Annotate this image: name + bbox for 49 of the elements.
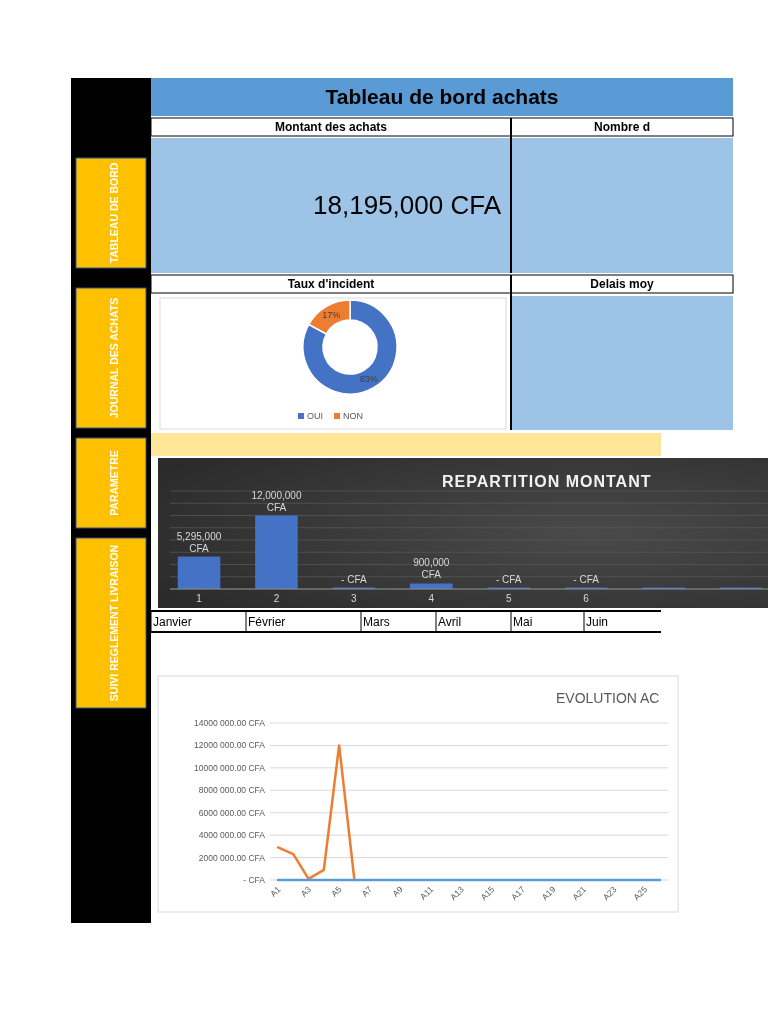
text: JOURNAL DES ACHATS [107,297,120,419]
text: Delais moy [590,277,654,291]
text: Nombre d [593,120,651,134]
y-tick-label: 12000 000.00 CFA [194,740,266,751]
data-label: - CFA [495,573,522,585]
legend-label: NON [343,411,363,421]
x-tick-label: 6 [583,593,590,604]
y-tick-label: 8000 000.00 CFA [198,785,266,796]
data-label: 83% [359,373,378,384]
x-tick-label: A3 [298,884,314,899]
x-tick-label: A1 [267,884,283,899]
text: Avril [438,615,462,629]
x-tick-label: 3 [351,593,358,604]
y-tick-label: 10000 000.00 CFA [194,762,266,773]
y-tick-label: - CFA [243,875,266,885]
x-tick-label: 5 [505,593,512,604]
text: Mai [513,615,533,629]
data-label: - CFA [341,573,367,585]
legend-label: OUI [307,411,324,421]
text: Janvier [153,615,192,629]
text: Juin [586,615,609,629]
data-label: 5,295,000 CFA [176,530,222,554]
text: Tableau de bord achats [325,85,559,108]
text: 18,195,000 CFA [313,190,502,220]
x-tick-label: A7 [359,884,375,899]
text: Mars [363,615,390,629]
chart-title: REPARTITION MONTANT [442,473,652,490]
x-tick-label: A21 [570,884,589,903]
x-tick-label: 2 [273,593,280,604]
text: Février [248,615,286,629]
text: PARAMETRE [107,450,120,516]
text: Montant des achats [274,120,388,134]
data-label: 900,000 CFA [413,557,450,581]
text: TABLEAU DE BORD [107,162,120,264]
x-tick-label: 1 [196,593,203,604]
chart-title: EVOLUTION AC [556,690,660,706]
chart-title: Taux d'incident [287,277,375,291]
y-tick-label: 2000 000.00 CFA [198,852,266,863]
y-tick-label: 14000 000.00 CFA [194,718,266,728]
x-tick-label: 4 [428,593,435,604]
data-label: - CFA [573,573,600,585]
x-tick-label: A5 [329,884,344,899]
data-label: 12,000,000 CFA [251,489,302,513]
x-tick-label: A11 [417,884,436,902]
text: SUIVI REGLEMENT LIVRAISON [107,544,120,702]
data-label: 17% [322,310,341,321]
y-tick-label: 4000 000.00 CFA [198,830,266,841]
x-tick-label: A9 [390,884,405,899]
y-tick-label: 6000 000.00 CFA [198,807,266,818]
